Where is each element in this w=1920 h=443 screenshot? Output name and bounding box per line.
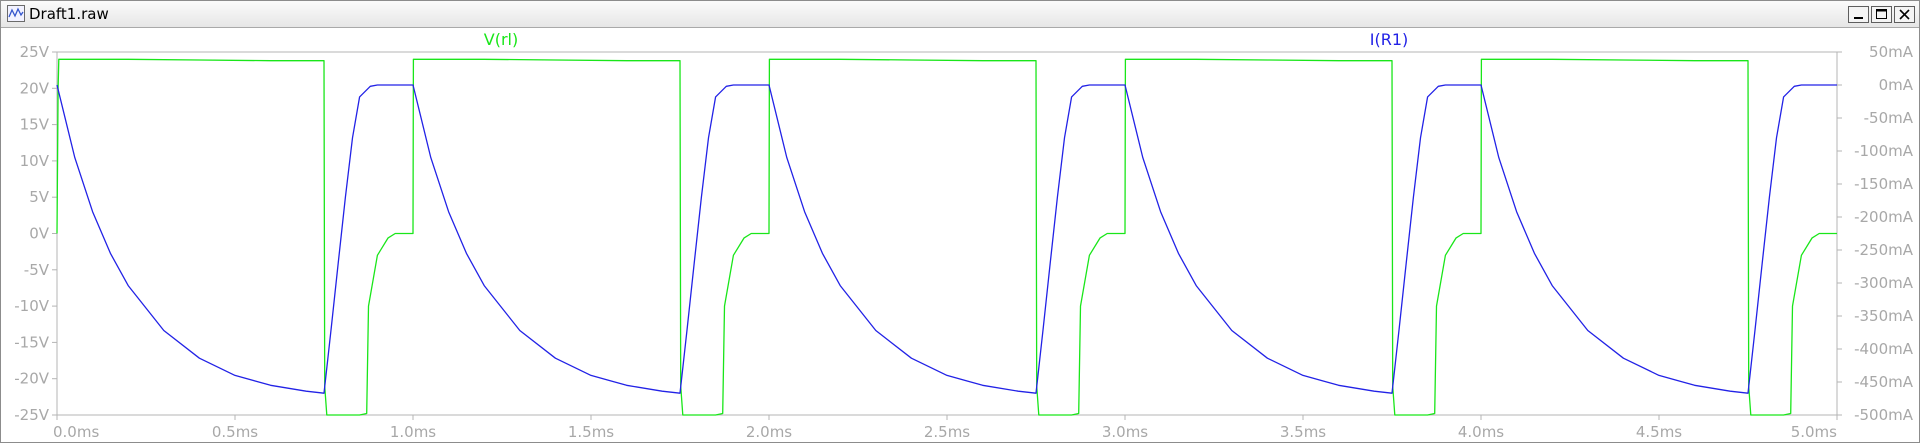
- maximize-icon: [1876, 9, 1887, 19]
- legend-v-rl[interactable]: V(rl): [484, 30, 518, 49]
- waveform-plot[interactable]: 0.0ms 0.5ms 1.0ms 1.5ms 2.0ms 2.5ms 3.0ms 3.5ms…: [1, 28, 1919, 442]
- y-right-tick-label: -350mA: [1854, 307, 1914, 325]
- y-right-tick-label: -300mA: [1854, 274, 1914, 292]
- maximize-button[interactable]: [1871, 6, 1892, 23]
- y-right-tick-label: -200mA: [1854, 208, 1914, 226]
- series-v-rl-trace: [56, 58, 1837, 416]
- x-tick-label: 2.0ms: [746, 423, 792, 441]
- x-tick-label: 2.5ms: [924, 423, 970, 441]
- y-right-tick-label: 50mA: [1869, 43, 1914, 61]
- y-left-tick-label: -15V: [14, 333, 49, 351]
- y-right-tick-label: -50mA: [1864, 109, 1914, 127]
- x-tick-label: 3.0ms: [1102, 423, 1148, 441]
- y-left-tick-label: 15V: [20, 116, 50, 134]
- legend-i-r1[interactable]: I(R1): [1370, 30, 1409, 49]
- y-right-tick-label: -250mA: [1854, 241, 1914, 259]
- close-icon: [1899, 9, 1910, 20]
- y-right-tick-label: -400mA: [1854, 340, 1914, 358]
- minimize-button[interactable]: [1848, 6, 1869, 23]
- x-tick-label: 0.0ms: [53, 423, 99, 441]
- y-right-tick-label: -150mA: [1854, 175, 1914, 193]
- x-tick-label: 3.5ms: [1280, 423, 1326, 441]
- window-title: Draft1.raw: [29, 5, 109, 23]
- x-tick-label: 1.5ms: [568, 423, 614, 441]
- y-left-tick-label: 0V: [29, 225, 50, 243]
- x-tick-label: 5.0ms: [1791, 423, 1837, 441]
- x-tick-label: 1.0ms: [390, 423, 436, 441]
- y-left-tick-label: -5V: [24, 261, 50, 279]
- waveform-viewer-icon-glyph: [8, 7, 24, 18]
- title-bar[interactable]: Draft1.raw: [1, 1, 1919, 28]
- y-left-tick-label: -20V: [14, 370, 49, 388]
- series-i-r1-trace: [56, 84, 1837, 394]
- waveform-viewer-icon[interactable]: [7, 5, 25, 22]
- y-right-tick-label: -450mA: [1854, 373, 1914, 391]
- x-tick-label: 4.0ms: [1458, 423, 1504, 441]
- y-left-tick-label: 20V: [20, 79, 50, 97]
- y-left-tick-label: 25V: [20, 43, 50, 61]
- x-tick-label: 4.5ms: [1636, 423, 1682, 441]
- y-left-tick-label: -10V: [14, 297, 49, 315]
- close-button[interactable]: [1894, 6, 1915, 23]
- x-tick-label: 0.5ms: [212, 423, 258, 441]
- y-right-tick-label: 0mA: [1879, 76, 1914, 94]
- minimize-icon: [1854, 17, 1863, 19]
- y-right-tick-label: -500mA: [1854, 406, 1914, 424]
- y-left-tick-label: 5V: [29, 188, 50, 206]
- y-left-tick-label: 10V: [20, 152, 50, 170]
- y-right-tick-label: -100mA: [1854, 142, 1914, 160]
- y-left-tick-label: -25V: [14, 406, 49, 424]
